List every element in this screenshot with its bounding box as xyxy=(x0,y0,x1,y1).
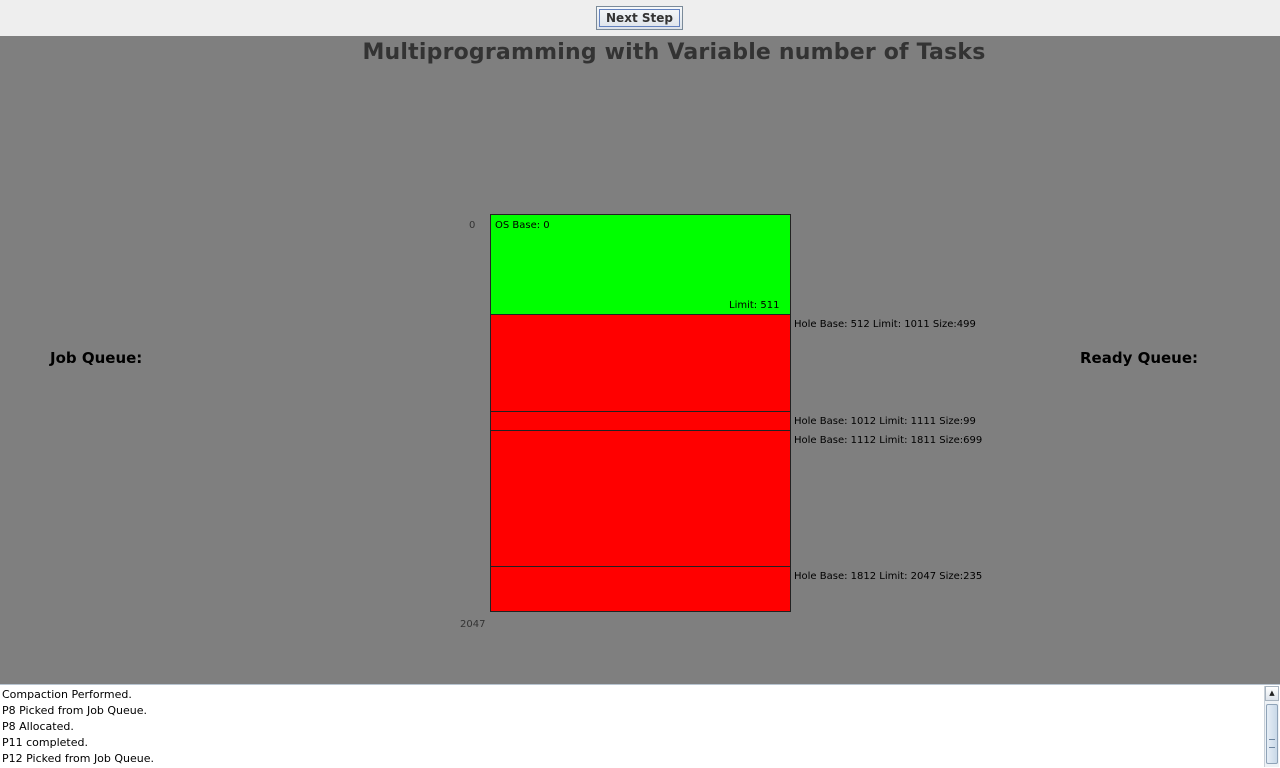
hole-label: Hole Base: 1112 Limit: 1811 Size:699 xyxy=(794,435,983,446)
hole-block xyxy=(490,430,791,567)
os-limit-label: Limit: 511 xyxy=(729,300,780,311)
hole-label: Hole Base: 512 Limit: 1011 Size:499 xyxy=(794,319,976,330)
hole-block xyxy=(490,411,791,431)
log-line: P11 completed. xyxy=(2,736,88,749)
page-title: Multiprogramming with Variable number of… xyxy=(362,40,986,65)
os-block: OS Base: 0 Limit: 511 xyxy=(490,214,791,315)
next-step-button-label: Next Step xyxy=(599,9,680,27)
log-text-area[interactable]: Compaction Performed. P8 Picked from Job… xyxy=(0,684,1280,768)
hole-block xyxy=(490,566,791,612)
vertical-scrollbar[interactable]: ▲ xyxy=(1264,686,1279,767)
log-line: P8 Allocated. xyxy=(2,720,74,733)
hole-label: Hole Base: 1012 Limit: 1111 Size:99 xyxy=(794,416,976,427)
log-line: P12 Picked from Job Queue. xyxy=(2,752,155,765)
scrollbar-grip-icon xyxy=(1269,739,1275,748)
memory-end-address: 2047 xyxy=(460,619,486,630)
scroll-up-arrow-icon[interactable]: ▲ xyxy=(1265,686,1279,701)
memory-map: OS Base: 0 Limit: 511 xyxy=(490,214,791,612)
toolbar: Next Step xyxy=(0,0,1280,36)
memory-visualization-canvas: Multiprogramming with Variable number of… xyxy=(0,36,1280,684)
log-line: Compaction Performed. xyxy=(2,688,132,701)
job-queue-label: Job Queue: xyxy=(50,349,143,367)
os-base-label: OS Base: 0 xyxy=(495,220,550,231)
next-step-button[interactable]: Next Step xyxy=(596,6,683,30)
log-lines: Compaction Performed. P8 Picked from Job… xyxy=(2,687,1260,767)
scrollbar-thumb[interactable] xyxy=(1266,704,1278,764)
memory-start-address: 0 xyxy=(469,220,476,231)
log-line: P8 Picked from Job Queue. xyxy=(2,704,148,717)
hole-block xyxy=(490,314,791,412)
hole-label: Hole Base: 1812 Limit: 2047 Size:235 xyxy=(794,571,983,582)
ready-queue-label: Ready Queue: xyxy=(1080,349,1199,367)
